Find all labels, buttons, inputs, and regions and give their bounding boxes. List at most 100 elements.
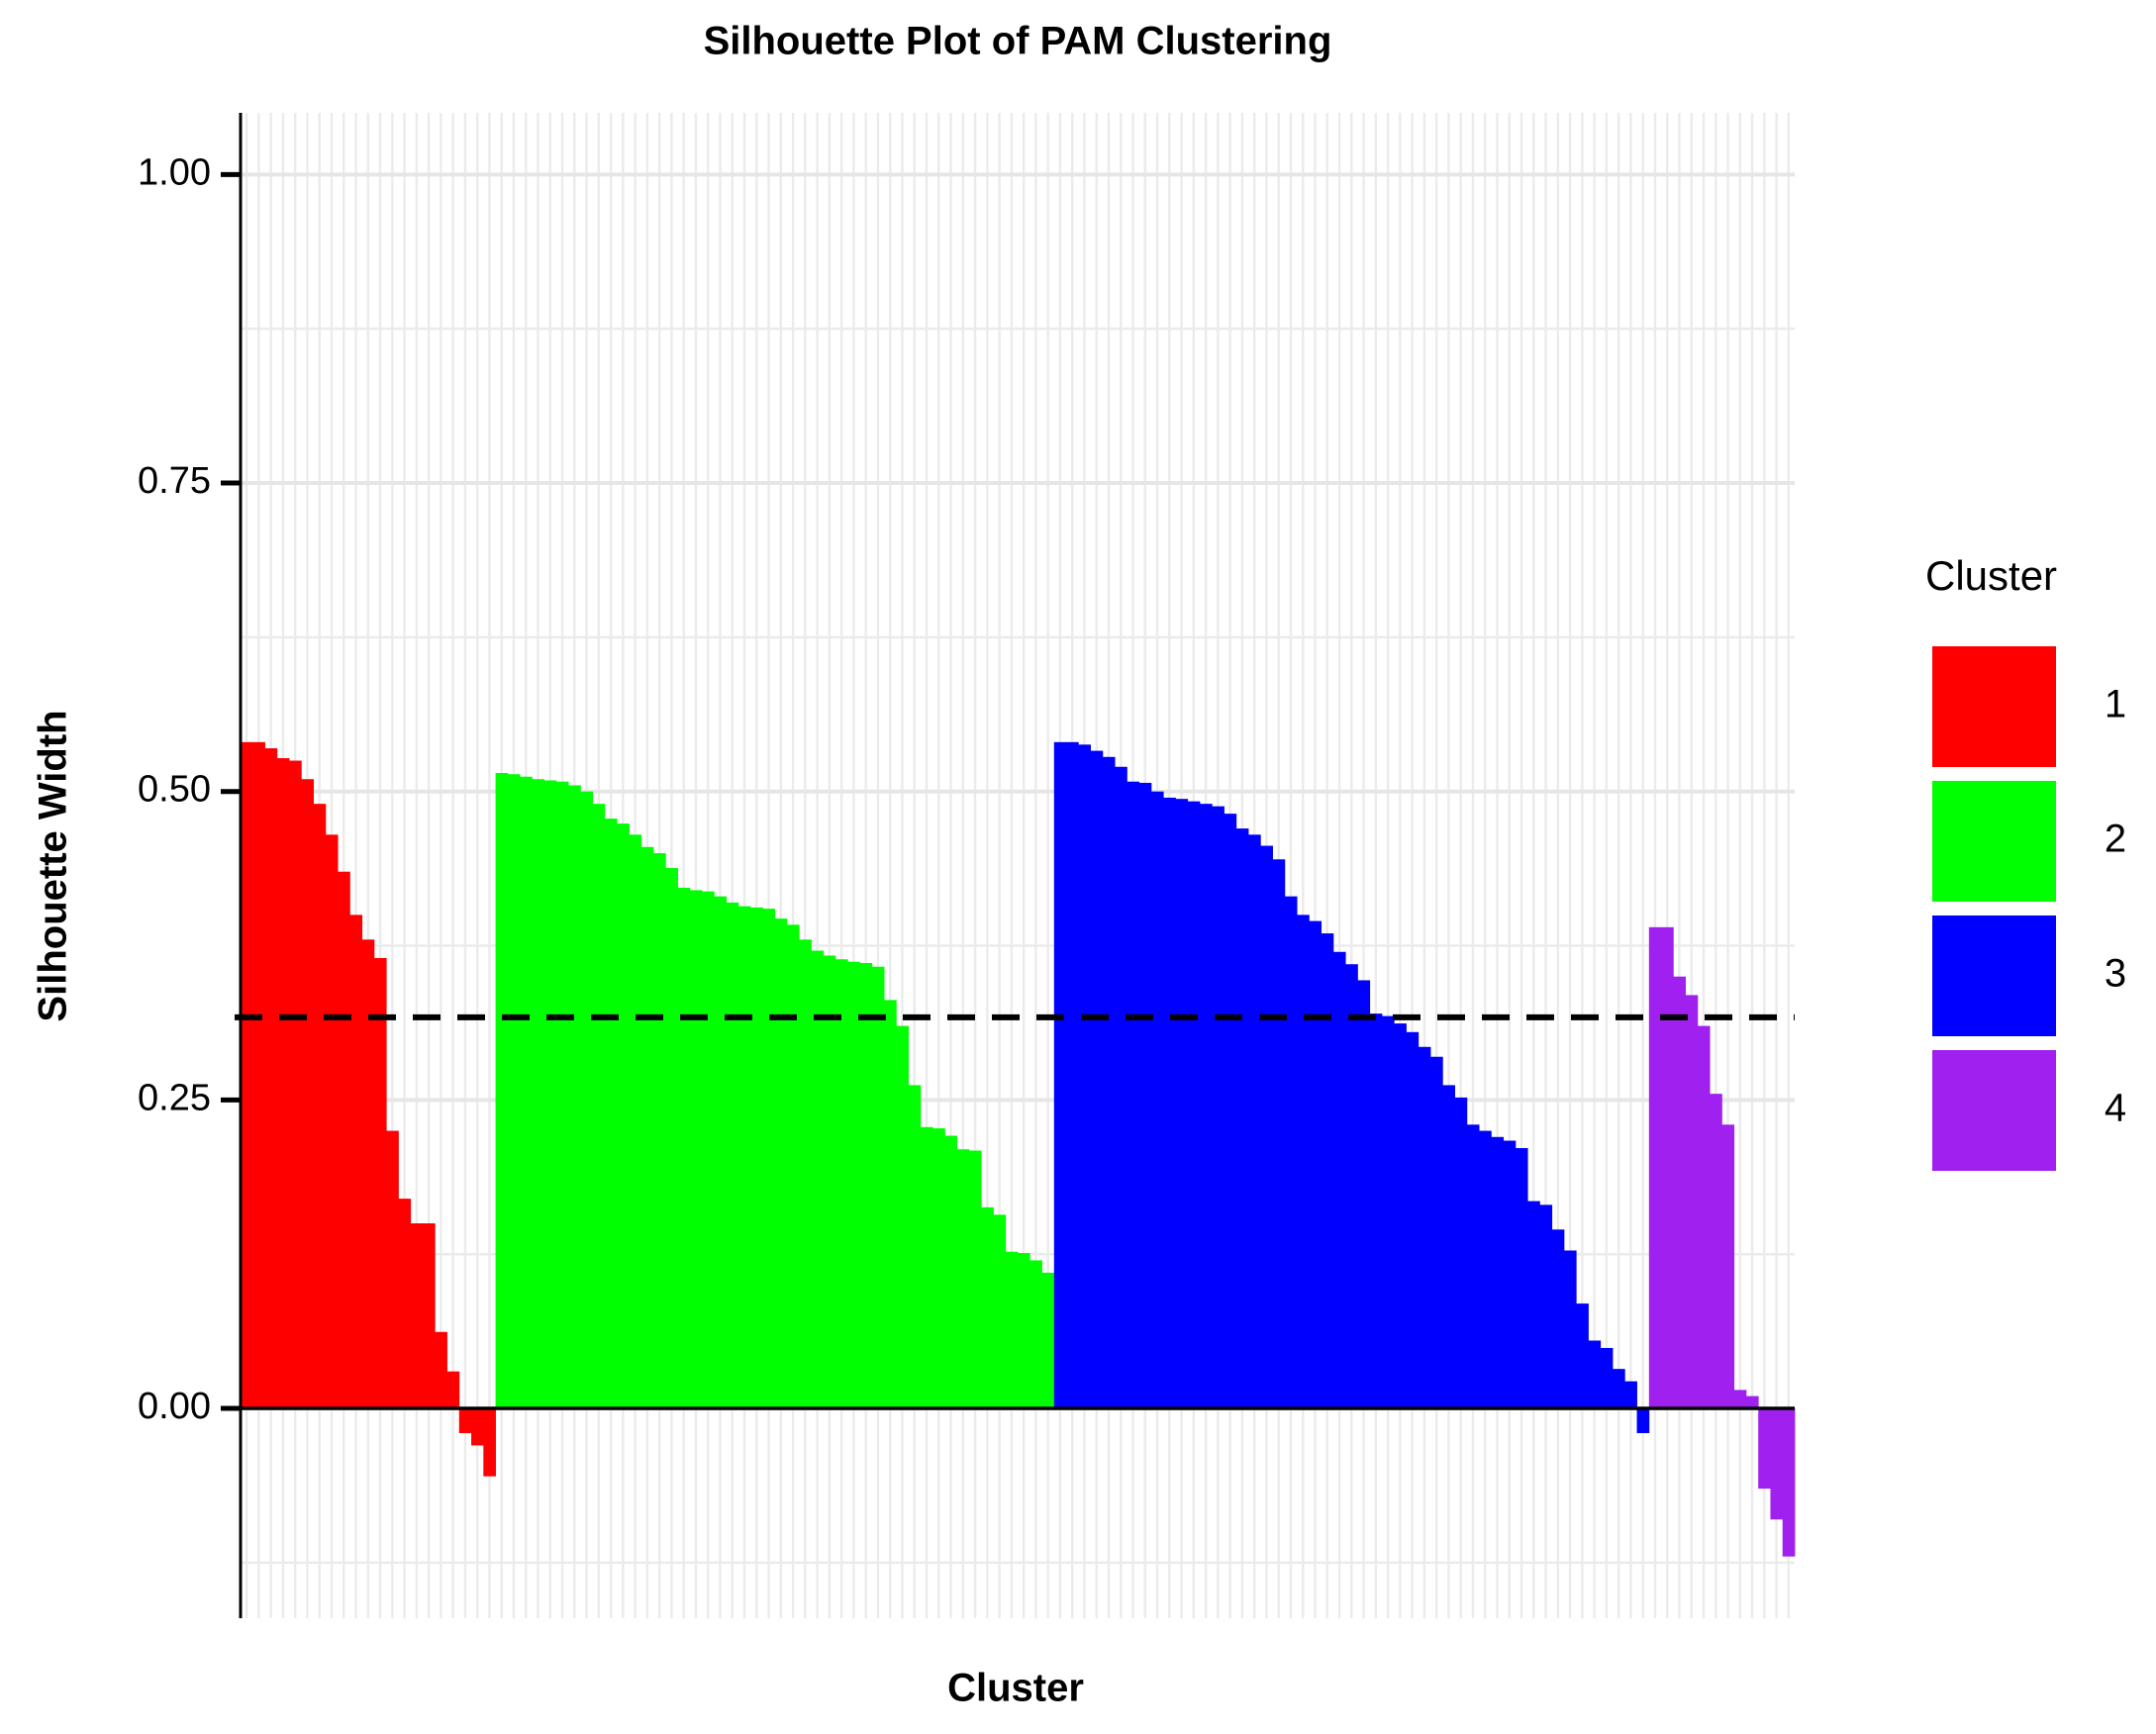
- bar: [422, 1223, 436, 1409]
- bar: [1697, 1025, 1711, 1409]
- bar: [653, 853, 666, 1409]
- bar: [1600, 1347, 1614, 1409]
- bar: [1418, 1046, 1431, 1409]
- bar: [325, 834, 339, 1409]
- bar: [617, 823, 630, 1409]
- bar: [373, 958, 387, 1409]
- bar: [507, 774, 521, 1409]
- bar: [1491, 1136, 1505, 1409]
- bar: [1406, 1031, 1420, 1409]
- bar: [1624, 1381, 1637, 1409]
- bar: [1588, 1340, 1602, 1409]
- bar: [1770, 1408, 1784, 1520]
- bar: [361, 939, 375, 1409]
- bar: [956, 1149, 970, 1409]
- bar: [520, 776, 533, 1409]
- bar: [689, 890, 703, 1409]
- bar: [1782, 1408, 1796, 1557]
- bar: [1369, 1013, 1383, 1409]
- legend-label: 2: [2105, 818, 2126, 861]
- bar: [1127, 781, 1140, 1409]
- bar: [665, 867, 678, 1409]
- bar: [1175, 799, 1189, 1409]
- bar: [871, 966, 885, 1409]
- bar: [629, 834, 642, 1409]
- bar: [398, 1199, 412, 1409]
- bar: [702, 891, 715, 1409]
- bar: [714, 896, 728, 1409]
- bar: [458, 1408, 472, 1433]
- bar: [884, 1000, 897, 1409]
- bar: [241, 741, 253, 1409]
- bar: [981, 1206, 994, 1409]
- bar: [968, 1150, 982, 1409]
- bar: [1018, 1252, 1030, 1409]
- bar: [1078, 744, 1091, 1409]
- bar: [896, 1025, 910, 1409]
- bar: [1345, 964, 1358, 1409]
- bar: [762, 909, 776, 1409]
- bar: [1041, 1272, 1055, 1409]
- bar: [1212, 806, 1225, 1409]
- bar: [313, 804, 327, 1409]
- bar: [568, 785, 581, 1409]
- bar: [1138, 782, 1152, 1409]
- bar: [1661, 926, 1674, 1409]
- bar: [543, 780, 557, 1409]
- bar: [1648, 926, 1662, 1409]
- bar: [1090, 750, 1104, 1409]
- bar: [1710, 1094, 1722, 1409]
- legend-label: 4: [2105, 1087, 2126, 1130]
- bar: [677, 887, 691, 1409]
- bar: [410, 1223, 424, 1409]
- bar: [932, 1128, 945, 1409]
- bar: [1613, 1369, 1625, 1409]
- bar: [1005, 1251, 1019, 1409]
- bar: [823, 955, 836, 1409]
- bar: [1576, 1303, 1589, 1409]
- bar: [289, 760, 302, 1409]
- bar: [338, 871, 350, 1409]
- bar: [1053, 741, 1067, 1409]
- bar: [1527, 1201, 1540, 1409]
- legend-label: 3: [2105, 952, 2126, 996]
- bar: [1284, 896, 1298, 1409]
- bar: [1260, 845, 1273, 1409]
- bar: [1029, 1260, 1042, 1409]
- bar: [1636, 1408, 1650, 1433]
- bar: [1102, 756, 1116, 1409]
- bar: [1503, 1140, 1517, 1409]
- bar: [1442, 1085, 1455, 1409]
- bar: [1150, 791, 1164, 1409]
- legend-label: 1: [2105, 683, 2126, 726]
- bar: [1733, 1390, 1747, 1409]
- bar: [1551, 1229, 1565, 1409]
- bar: [495, 772, 509, 1409]
- bar: [1430, 1056, 1443, 1409]
- y-tick-label: 0.75: [138, 460, 211, 502]
- bar: [1224, 814, 1237, 1409]
- bar: [555, 781, 569, 1409]
- bar: [580, 791, 594, 1409]
- legend-swatch: [1932, 646, 2056, 767]
- bar: [1309, 920, 1323, 1409]
- bar: [908, 1085, 922, 1409]
- legend-swatch: [1932, 781, 2056, 902]
- bar: [1272, 859, 1286, 1409]
- bar: [993, 1214, 1007, 1409]
- bar: [1563, 1250, 1577, 1409]
- bar: [750, 907, 763, 1409]
- bar: [1297, 915, 1310, 1409]
- bar: [1479, 1130, 1492, 1409]
- y-tick-label: 0.25: [138, 1077, 211, 1118]
- bar: [1381, 1015, 1395, 1409]
- bar: [859, 962, 873, 1409]
- bar: [1721, 1124, 1735, 1409]
- x-axis-label: Cluster: [947, 1667, 1084, 1710]
- bar: [435, 1331, 447, 1409]
- bar: [592, 804, 606, 1409]
- bar: [1187, 801, 1201, 1409]
- legend-swatch: [1932, 1050, 2056, 1171]
